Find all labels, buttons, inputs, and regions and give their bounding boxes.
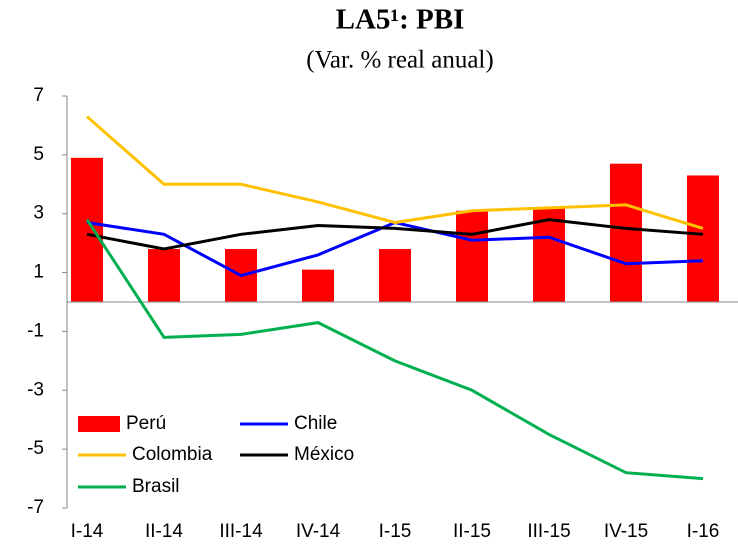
legend-label: Colombia	[132, 444, 213, 465]
y-tick-label: -7	[27, 497, 44, 518]
y-tick-label: -5	[27, 438, 44, 459]
x-tick-label: II-15	[453, 521, 491, 542]
legend-swatch	[78, 416, 120, 432]
x-tick-label: III-14	[219, 521, 263, 542]
y-tick-label: 3	[33, 203, 44, 224]
legend-label: Chile	[294, 413, 337, 434]
x-tick-label: I-15	[379, 521, 412, 542]
legend-label: México	[294, 444, 354, 465]
x-tick-label: I-14	[71, 521, 104, 542]
bar	[71, 157, 103, 302]
x-tick-label: IV-14	[296, 521, 341, 542]
y-tick-label: -1	[27, 320, 44, 341]
bar	[148, 249, 180, 302]
y-tick-label: 5	[33, 144, 44, 165]
bar	[302, 269, 334, 302]
x-tick-label: I-16	[687, 521, 720, 542]
bar	[687, 175, 719, 302]
y-tick-label: -3	[27, 379, 44, 400]
legend-label: Perú	[126, 413, 166, 434]
x-tick-label: II-14	[145, 521, 183, 542]
bar	[379, 249, 411, 302]
series-line	[86, 115, 704, 230]
y-tick-label: 7	[33, 85, 44, 106]
x-tick-label: III-15	[527, 521, 570, 542]
chart-subtitle: (Var. % real anual)	[306, 47, 493, 74]
x-tick-label: IV-15	[604, 521, 648, 542]
chart-title: LA5¹: PBI	[336, 4, 465, 36]
legend-label: Brasil	[132, 476, 180, 497]
bar	[533, 207, 565, 302]
bar	[610, 163, 642, 302]
bar	[456, 210, 488, 302]
series-line	[85, 218, 704, 481]
y-tick-label: 1	[33, 262, 44, 283]
series-line	[86, 218, 704, 251]
